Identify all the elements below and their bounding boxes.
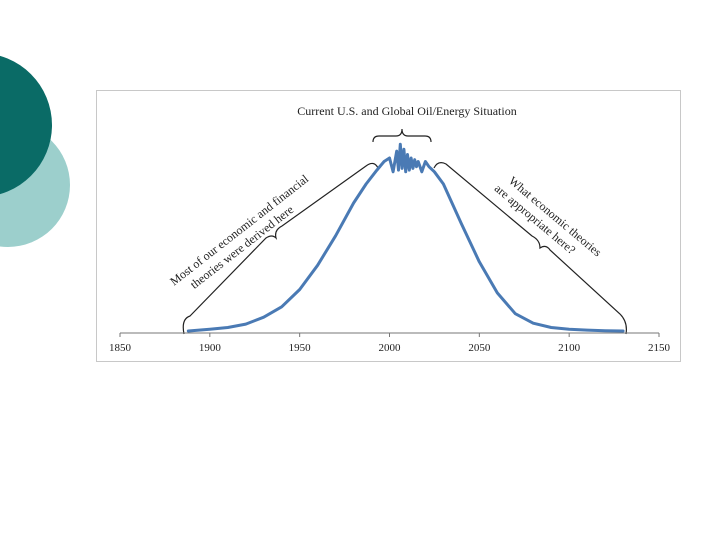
right-note-line-1: What economic theories bbox=[506, 174, 605, 260]
left-note: Most of our economic and financial theor… bbox=[167, 171, 311, 291]
x-ticks: 1850 1900 1950 2000 2050 2100 2150 bbox=[109, 333, 671, 354]
chart-title: Current U.S. and Global Oil/Energy Situa… bbox=[297, 104, 516, 118]
left-note-line-1: Most of our economic and financial bbox=[167, 171, 311, 288]
right-bracket bbox=[433, 162, 627, 335]
x-tick-label: 1850 bbox=[109, 342, 132, 354]
decor-circle-dark bbox=[0, 55, 52, 195]
line-chart: Current U.S. and Global Oil/Energy Situa… bbox=[109, 104, 671, 354]
series-line bbox=[186, 142, 625, 333]
left-note-line-2: theories were derived here bbox=[187, 202, 296, 291]
left-bracket bbox=[182, 162, 379, 335]
right-note: What economic theories are appropriate h… bbox=[492, 174, 605, 260]
x-tick-label: 2000 bbox=[379, 342, 402, 354]
x-tick-label: 2050 bbox=[468, 342, 491, 354]
chart-frame bbox=[96, 90, 681, 362]
x-tick-label: 2150 bbox=[648, 342, 671, 354]
x-tick-label: 1900 bbox=[199, 342, 222, 354]
slide-decoration bbox=[0, 55, 70, 247]
title-brace bbox=[372, 128, 432, 143]
x-tick-label: 1950 bbox=[289, 342, 312, 354]
x-tick-label: 2100 bbox=[558, 342, 581, 354]
